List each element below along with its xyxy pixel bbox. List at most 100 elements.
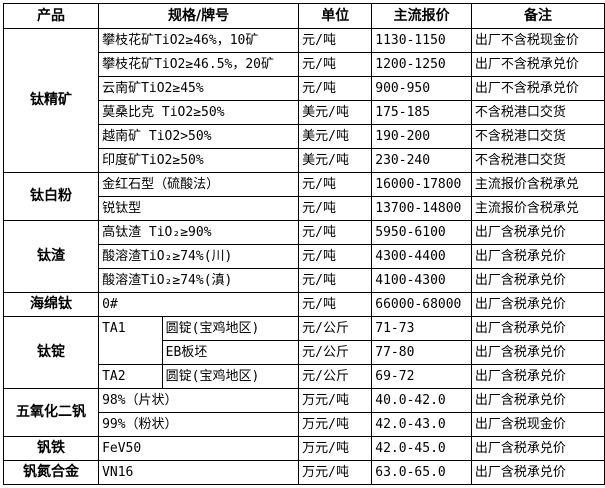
price-cell: 4100-4300 [371,268,472,293]
spec-cell: FeV50 [98,436,300,461]
header-spec: 规格/牌号 [98,3,300,29]
price-cell: 13700-14800 [371,196,472,221]
unit-cell: 美元/吨 [298,124,373,149]
header-note: 备注 [470,3,605,29]
note-cell: 出厂不含税承兑价 [470,52,605,77]
table-row: 钛精矿 攀枝花矿TiO2≥46%，10矿 元/吨 1130-1150 出厂不含税现金价 [2,28,605,173]
unit-cell: 元/吨 [298,76,373,101]
spec-cell: 酸溶渣TiO₂≥74%(滇) [98,268,300,293]
spec-cell: 高钛渣 TiO₂≥90% [98,220,300,245]
unit-cell: 元/吨 [298,244,373,269]
product-cell: 钒铁 [2,436,100,461]
price-cell: 40.0-42.0 [371,388,472,413]
unit-cell: 元/公斤 [298,340,373,365]
unit-cell: 万元/吨 [298,436,373,461]
unit-cell: 美元/吨 [298,148,373,173]
product-cell: 钛锭 [2,316,100,389]
unit-cell: 元/吨 [298,172,373,197]
spec-cell: 金红石型（硫酸法） [98,172,300,197]
spec-cell: 酸溶渣TiO₂≥74%(川) [98,244,300,269]
price-cell: 42.0-45.0 [371,436,472,461]
spec-cell: 攀枝花矿TiO2≥46.5%，20矿 [98,52,300,77]
table-row: 攀枝花矿TiO2≥46.5%，20矿 元/吨 1200-1250 出厂不含税承兑价 [4,52,605,77]
spec-cell: 莫桑比克 TiO2≥50% [98,100,300,125]
note-cell: 出厂含税承兑价 [470,244,605,269]
price-cell: 5950-6100 [371,220,472,245]
note-cell: 主流报价含税承兑 [470,172,605,197]
header-unit: 单位 [298,3,373,29]
note-cell: 出厂含税现金价 [470,412,605,437]
table-row: 五氧化二钒 98%（片状） 万元/吨 40.0-42.0 出厂含税承兑价 [2,388,605,437]
price-table: 产品 规格/牌号 单位 主流报价 备注 钛精矿 攀枝花矿TiO2≥46%，10矿元… [2,3,605,485]
note-cell: 出厂含税承兑价 [470,292,605,317]
table-row: 海绵钛 0# 元/吨 66000-68000 出厂含税承兑价 [2,292,605,317]
price-cell: 63.0-65.0 [371,460,472,485]
form-cell: 圆锭(宝鸡地区) [161,364,300,389]
table-row: 莫桑比克 TiO2≥50% 美元/吨 175-185 不含税港口交货 [4,100,605,125]
unit-cell: 元/吨 [298,292,373,317]
table-row: 钛白粉 金红石型（硫酸法） 元/吨 16000-17800 主流报价含税承兑 [2,172,605,221]
price-cell: 71-73 [371,316,472,341]
note-cell: 出厂含税承兑价 [470,460,605,485]
table-row: 钒氮合金 VN16 万元/吨 63.0-65.0 出厂含税承兑价 [2,460,605,485]
unit-cell: 元/吨 [298,220,373,245]
spec-cell: 越南矿 TiO2>50% [98,124,300,149]
note-cell: 出厂不含税承兑价 [470,76,605,101]
note-cell: 出厂含税承兑价 [470,268,605,293]
spec-cell: 99%（粉状） [98,412,300,437]
unit-cell: 元/吨 [298,28,373,53]
spec-cell: 98%（片状） [98,388,300,413]
table-row: 钒铁 FeV50 万元/吨 42.0-45.0 出厂含税承兑价 [2,436,605,461]
note-cell: 不含税港口交货 [470,124,605,149]
price-cell: 66000-68000 [371,292,472,317]
product-cell: 钒氮合金 [2,460,100,485]
note-cell: 出厂含税承兑价 [470,316,605,341]
spec-cell: VN16 [98,460,300,485]
header-product: 产品 [2,3,100,29]
table-row: 酸溶渣TiO₂≥74%(川) 元/吨 4300-4400 出厂含税承兑价 [4,244,605,269]
price-cell: 4300-4400 [371,244,472,269]
price-cell: 230-240 [371,148,472,173]
price-cell: 42.0-43.0 [371,412,472,437]
product-cell: 钛渣 [2,220,100,293]
table-row: 酸溶渣TiO₂≥74%(滇) 元/吨 4100-4300 出厂含税承兑价 [4,268,605,293]
unit-cell: 元/公斤 [298,364,373,389]
price-cell: 175-185 [371,100,472,125]
unit-cell: 万元/吨 [298,460,373,485]
note-cell: 出厂含税承兑价 [470,436,605,461]
price-cell: 1130-1150 [371,28,472,53]
unit-cell: 美元/吨 [298,100,373,125]
spec-cell: 0# [98,292,300,317]
spec-cell: 锐钛型 [98,196,300,221]
header-price: 主流报价 [371,3,472,29]
spec-cell: 印度矿TiO2≥50% [98,148,300,173]
note-cell: 出厂含税承兑价 [470,220,605,245]
product-cell: 五氧化二钒 [2,388,100,437]
table-body: 钛精矿 攀枝花矿TiO2≥46%，10矿 元/吨 1130-1150 出厂不含税现金价攀… [2,28,605,485]
note-cell: 出厂含税承兑价 [470,364,605,389]
table-row: 锐钛型 元/吨 13700-14800 主流报价含税承兑 [4,196,605,221]
grade-cell: TA2 [98,364,163,389]
product-cell: 钛白粉 [2,172,100,221]
unit-cell: 万元/吨 [298,388,373,413]
unit-cell: 元/吨 [298,196,373,221]
note-cell: 主流报价含税承兑 [470,196,605,221]
table-row: 越南矿 TiO2>50% 美元/吨 190-200 不含税港口交货 [4,124,605,149]
product-cell: 钛精矿 [2,28,100,173]
note-cell: 不含税港口交货 [470,148,605,173]
unit-cell: 元/吨 [298,268,373,293]
price-cell: 77-80 [371,340,472,365]
table-row: 云南矿TiO2≥45% 元/吨 900-950 出厂不含税承兑价 [4,76,605,101]
note-cell: 出厂含税承兑价 [470,340,605,365]
price-cell: 16000-17800 [371,172,472,197]
form-cell: 圆锭(宝鸡地区) [161,316,300,341]
spec-cell: 云南矿TiO2≥45% [98,76,300,101]
product-cell: 海绵钛 [2,292,100,317]
note-cell: 不含税港口交货 [470,100,605,125]
price-cell: 190-200 [371,124,472,149]
grade-cell: TA1 [98,316,163,365]
unit-cell: 元/公斤 [298,316,373,341]
table-row: 钛锭 TA1 圆锭(宝鸡地区) 元/公斤 71-73 出厂含税承兑价 [2,316,605,389]
table-row: 印度矿TiO2≥50% 美元/吨 230-240 不含税港口交货 [4,148,605,173]
table-row: 钛渣 高钛渣 TiO₂≥90% 元/吨 5950-6100 出厂含税承兑价 [2,220,605,293]
